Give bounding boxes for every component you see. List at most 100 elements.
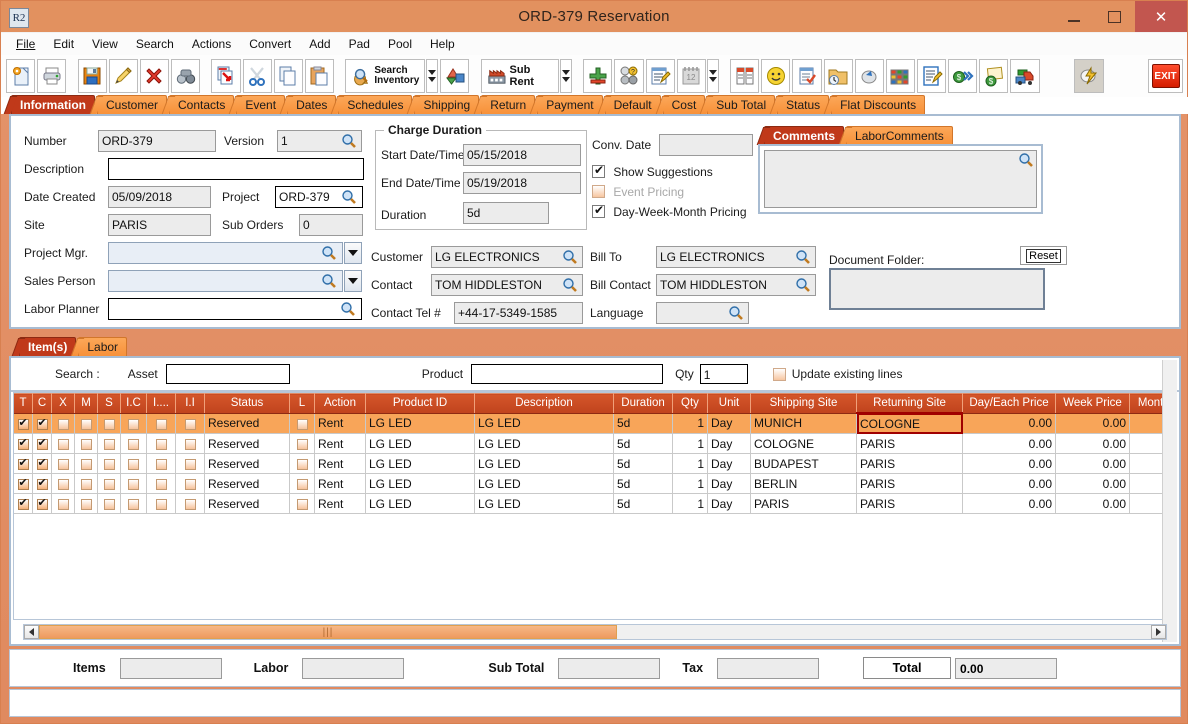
col-x[interactable]: X (51, 393, 75, 414)
minimize-icon[interactable] (1053, 1, 1094, 32)
cell-returning_site[interactable]: PARIS (856, 493, 963, 514)
cell-s[interactable] (97, 493, 121, 514)
checklist-icon[interactable] (792, 59, 822, 93)
close-icon[interactable]: ✕ (1135, 1, 1187, 32)
checkbox-m-icon[interactable] (80, 458, 92, 470)
cell-i2[interactable] (146, 473, 176, 494)
col-action[interactable]: Action (314, 393, 366, 414)
tab-labor-comments[interactable]: LaborComments (846, 126, 953, 145)
col-month-price[interactable]: Month Price (1129, 393, 1164, 414)
cell-t[interactable] (14, 493, 33, 514)
cell-product_id[interactable]: LG LED (365, 493, 475, 514)
sub-rent-button[interactable]: Sub Rent (480, 59, 560, 93)
print-icon[interactable] (37, 59, 67, 93)
cell-unit[interactable]: Day (707, 433, 751, 454)
tab-flat-discounts[interactable]: Flat Discounts (831, 95, 926, 114)
cell-duration[interactable]: 5d (613, 473, 673, 494)
lightning-icon[interactable] (1074, 59, 1104, 93)
col-i2[interactable]: I.... (146, 393, 176, 414)
number-field[interactable]: ORD-379 (98, 130, 216, 152)
language-field[interactable] (656, 302, 749, 324)
tab-labor[interactable]: Labor (78, 337, 128, 356)
product-input[interactable] (471, 364, 664, 384)
checkbox-ic-icon[interactable] (128, 478, 139, 490)
cell-description[interactable]: LG LED (474, 493, 614, 514)
cell-status[interactable]: Reserved (204, 473, 290, 494)
smiley-icon[interactable] (761, 59, 791, 93)
checkbox-ii-icon[interactable] (184, 418, 196, 430)
cell-description[interactable]: LG LED (474, 413, 614, 434)
cell-product_id[interactable]: LG LED (365, 453, 475, 474)
checkbox-l-icon[interactable] (296, 438, 308, 450)
calendar-dropdown[interactable] (706, 59, 719, 93)
checkbox-m-icon[interactable] (80, 438, 92, 450)
cell-x[interactable] (51, 413, 75, 434)
version-field[interactable]: 1 (277, 130, 362, 152)
cell-i2[interactable] (146, 433, 176, 454)
checkbox-x-icon[interactable] (57, 438, 69, 450)
menu-item-add[interactable]: Add (309, 37, 331, 51)
menu-item-actions[interactable]: Actions (191, 37, 232, 51)
cell-x[interactable] (51, 473, 75, 494)
cell-ic[interactable] (120, 473, 147, 494)
cell-qty[interactable]: 1 (672, 493, 708, 514)
checkbox-s-icon[interactable] (103, 478, 115, 490)
checkbox-c-icon[interactable] (36, 436, 48, 450)
menu-item-pad[interactable]: Pad (348, 37, 370, 51)
sales-person-field[interactable] (108, 270, 343, 292)
cell-duration[interactable]: 5d (613, 433, 673, 454)
checkbox-c-icon[interactable] (36, 416, 48, 430)
cell-product_id[interactable]: LG LED (365, 433, 475, 454)
checkbox-l-icon[interactable] (296, 418, 308, 430)
checkbox-s-icon[interactable] (103, 438, 115, 450)
checkbox-ii-icon[interactable] (184, 438, 196, 450)
cube-exchange-icon[interactable] (440, 59, 470, 93)
menu-item-file[interactable]: File (16, 37, 36, 51)
tab-return[interactable]: Return (481, 95, 536, 114)
copy-icon[interactable] (273, 59, 303, 93)
bill-to-field[interactable]: LG ELECTRONICS (656, 246, 816, 268)
cell-product_id[interactable]: LG LED (365, 413, 475, 434)
checkbox-ic-icon[interactable] (128, 458, 139, 470)
cell-c[interactable] (32, 453, 52, 474)
sales-person-dropdown[interactable] (344, 270, 362, 292)
mouse-icon[interactable] (854, 59, 884, 93)
menu-item-search[interactable]: Search (135, 37, 174, 51)
cell-t[interactable] (14, 413, 33, 434)
checkbox-l-icon[interactable] (296, 478, 308, 490)
checkbox-t-icon[interactable] (17, 456, 29, 470)
checkbox-m-icon[interactable] (80, 478, 92, 490)
checkbox-t-icon[interactable] (17, 436, 29, 450)
qty-input[interactable]: 1 (699, 364, 748, 384)
checkbox-ii-icon[interactable] (184, 498, 196, 510)
cell-status[interactable]: Reserved (204, 493, 290, 514)
col-ii[interactable]: I.I (175, 393, 205, 414)
cell-m[interactable] (74, 453, 98, 474)
col-returning-site[interactable]: Returning Site (856, 393, 963, 414)
notes-edit-icon[interactable] (645, 59, 675, 93)
checkbox-i2-icon[interactable] (155, 478, 167, 490)
cell-l[interactable] (289, 493, 315, 514)
scroll-left-icon[interactable] (24, 625, 39, 639)
checkbox-m-icon[interactable] (80, 418, 92, 430)
binoculars-search-icon[interactable] (171, 59, 201, 93)
help-balls-icon[interactable]: ? (614, 59, 644, 93)
cell-t[interactable] (14, 453, 33, 474)
cell-qty[interactable]: 1 (672, 413, 708, 434)
project-mgr-dropdown[interactable] (344, 242, 362, 264)
checkbox-x-icon[interactable] (57, 478, 69, 490)
cell-c[interactable] (32, 493, 52, 514)
search-inventory-dropdown[interactable] (426, 59, 439, 93)
sub-rent-dropdown[interactable] (560, 59, 572, 93)
cell-c[interactable] (32, 473, 52, 494)
checkbox-x-icon[interactable] (57, 458, 69, 470)
cell-description[interactable]: LG LED (474, 433, 614, 454)
cell-ic[interactable] (120, 453, 147, 474)
start-date-field[interactable]: 05/15/2018 (463, 144, 581, 166)
cell-product_id[interactable]: LG LED (365, 473, 475, 494)
cell-qty[interactable]: 1 (672, 453, 708, 474)
search-inventory-button[interactable]: Search Inventory (345, 59, 426, 93)
checkbox-s-icon[interactable] (103, 498, 115, 510)
checkbox-c-icon[interactable] (36, 476, 48, 490)
